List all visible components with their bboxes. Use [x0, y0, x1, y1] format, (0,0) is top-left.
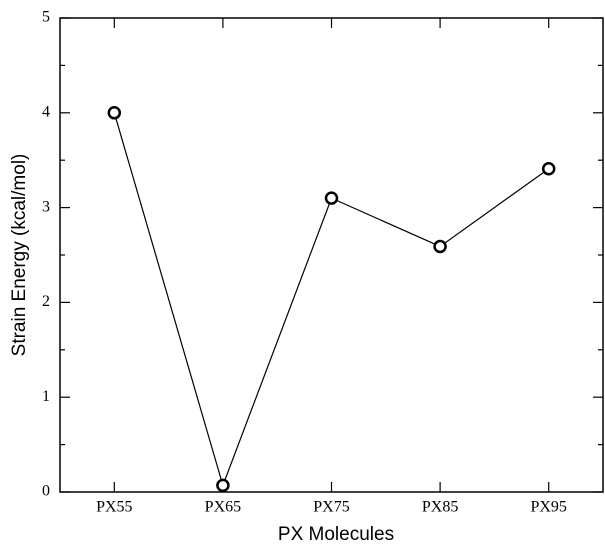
- x-tick-label: PX85: [422, 499, 458, 516]
- plot-frame: [59, 17, 604, 493]
- x-tick-label: PX75: [313, 499, 349, 516]
- data-point: [107, 106, 122, 120]
- x-axis-label: PX Molecules: [278, 524, 394, 545]
- y-tick-label: 4: [42, 103, 50, 120]
- data-point: [216, 478, 230, 493]
- y-tick-label: 1: [42, 388, 50, 405]
- y-tick-label: 5: [42, 9, 50, 26]
- y-tick-label: 2: [42, 293, 50, 310]
- y-tick-label: 3: [42, 198, 50, 215]
- x-tick-label: PX65: [205, 499, 241, 516]
- y-tick-label: 0: [42, 483, 50, 500]
- data-point: [541, 161, 556, 176]
- x-tick-label: PX95: [530, 499, 566, 516]
- y-axis-label: Strain Energy (kcal/mol): [9, 154, 30, 357]
- data-point: [324, 191, 339, 205]
- x-tick-label: PX55: [96, 499, 132, 516]
- data-point: [433, 239, 447, 254]
- data-line: [113, 112, 550, 488]
